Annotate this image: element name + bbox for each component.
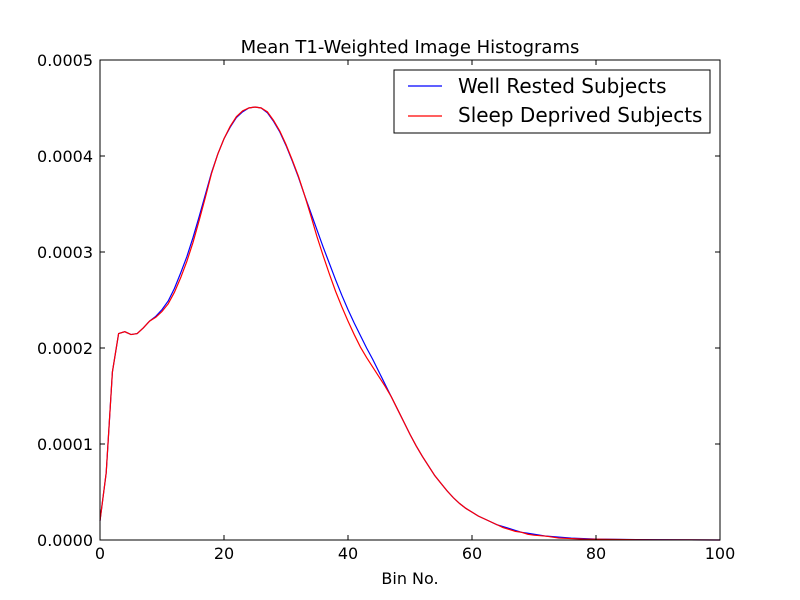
y-tick-label: 0.0002 — [37, 339, 93, 358]
x-tick-label: 0 — [95, 544, 105, 563]
legend-box — [393, 69, 711, 134]
y-tick-label: 0.0003 — [37, 243, 93, 262]
legend-label-well-rested: Well Rested Subjects — [458, 74, 667, 98]
series-layer — [99, 106, 721, 541]
tick-layer: 0 20 40 60 80 100 0.0000 0.0001 0.0002 0.0003 0.00… — [37, 51, 735, 563]
legend: Well Rested Subjects Sleep Deprived Subj… — [393, 69, 711, 134]
chart-title: Mean T1-Weighted Image Histograms — [241, 37, 580, 58]
x-tick-label: 100 — [705, 544, 736, 563]
x-tick-label: 60 — [462, 544, 482, 563]
y-tick-label: 0.0005 — [37, 51, 93, 70]
legend-label-sleep-deprived: Sleep Deprived Subjects — [458, 103, 702, 127]
x-tick-label: 40 — [338, 544, 358, 563]
y-tick-label: 0.0000 — [37, 531, 93, 550]
series-line-well-rested-subjects — [99, 106, 721, 541]
y-tick-label: 0.0001 — [37, 435, 93, 454]
series-line-sleep-deprived-subjects — [99, 106, 721, 541]
x-axis-label: Bin No. — [381, 569, 438, 588]
y-tick-label: 0.0004 — [37, 147, 93, 166]
plot-frame — [99, 59, 721, 541]
x-tick-label: 20 — [214, 544, 234, 563]
x-tick-label: 80 — [586, 544, 606, 563]
